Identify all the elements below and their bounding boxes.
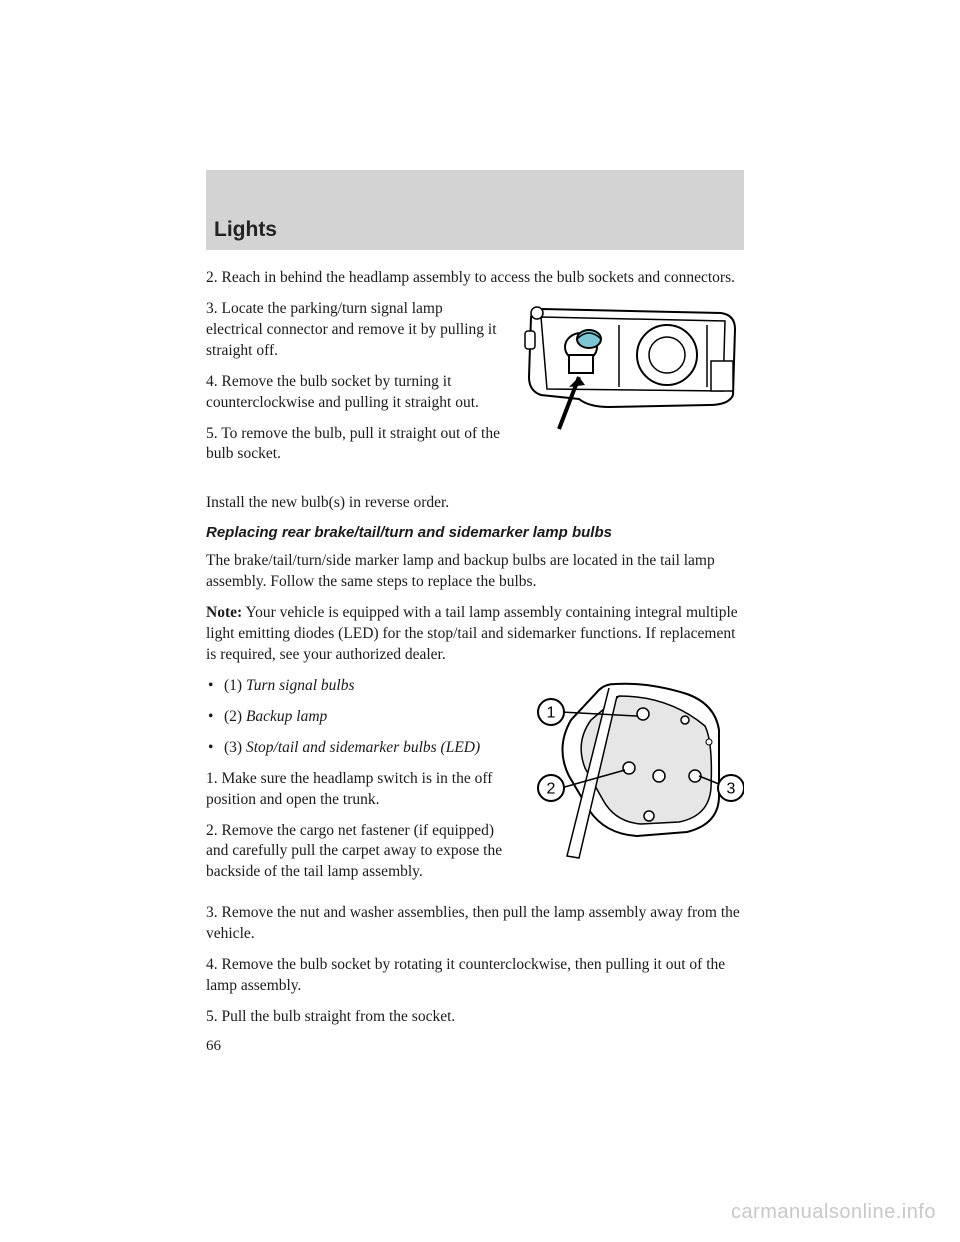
step-b2: 2. Remove the cargo net fastener (if equ… <box>206 821 503 884</box>
row-steps-a: 3. Locate the parking/turn signal lamp e… <box>206 299 744 475</box>
step-a3: 3. Locate the parking/turn signal lamp e… <box>206 299 503 362</box>
note-body: Your vehicle is equipped with a tail lam… <box>206 604 738 663</box>
legend-2-num: (2) <box>224 708 246 725</box>
section-intro: The brake/tail/turn/side marker lamp and… <box>206 551 744 593</box>
legend-1-text: Turn signal bulbs <box>246 677 355 694</box>
col-legend-text: (1) Turn signal bulbs (2) Backup lamp (3… <box>206 676 503 893</box>
step-b3: 3. Remove the nut and washer assemblies,… <box>206 903 744 945</box>
legend-item-1: (1) Turn signal bulbs <box>206 676 503 697</box>
step-a5: 5. To remove the bulb, pull it straight … <box>206 424 503 466</box>
callout-1: 1 <box>547 704 556 721</box>
chapter-title: Lights <box>214 218 277 242</box>
legend-item-2: (2) Backup lamp <box>206 707 503 728</box>
legend-3-num: (3) <box>224 739 246 756</box>
page-number: 66 <box>206 1038 744 1055</box>
figure-headlamp-container <box>519 299 744 475</box>
figure-taillamp: 1 2 3 <box>519 676 744 871</box>
section-heading: Replacing rear brake/tail/turn and sidem… <box>206 524 744 541</box>
note-label: Note: <box>206 604 242 621</box>
watermark: carmanualsonline.info <box>731 1201 936 1224</box>
install-text: Install the new bulb(s) in reverse order… <box>206 493 744 514</box>
row-legend-steps: (1) Turn signal bulbs (2) Backup lamp (3… <box>206 676 744 893</box>
step-a2: 2. Reach in behind the headlamp assembly… <box>206 268 744 289</box>
legend-list: (1) Turn signal bulbs (2) Backup lamp (3… <box>206 676 503 759</box>
step-b5: 5. Pull the bulb straight from the socke… <box>206 1007 744 1028</box>
step-b1: 1. Make sure the headlamp switch is in t… <box>206 769 503 811</box>
legend-2-text: Backup lamp <box>246 708 327 725</box>
step-a4: 4. Remove the bulb socket by turning it … <box>206 372 503 414</box>
legend-item-3: (3) Stop/tail and sidemarker bulbs (LED) <box>206 738 503 759</box>
manual-page: Lights 2. Reach in behind the headlamp a… <box>0 0 960 1242</box>
chapter-header: Lights <box>206 170 744 250</box>
section-note: Note: Your vehicle is equipped with a ta… <box>206 603 744 666</box>
col-steps-a-text: 3. Locate the parking/turn signal lamp e… <box>206 299 503 475</box>
figure-headlamp <box>519 299 744 434</box>
legend-3-text: Stop/tail and sidemarker bulbs (LED) <box>246 739 480 756</box>
callout-2: 2 <box>547 780 556 797</box>
figure-taillamp-container: 1 2 3 <box>519 676 744 893</box>
step-b4: 4. Remove the bulb socket by rotating it… <box>206 955 744 997</box>
legend-1-num: (1) <box>224 677 246 694</box>
callout-3: 3 <box>727 780 736 797</box>
